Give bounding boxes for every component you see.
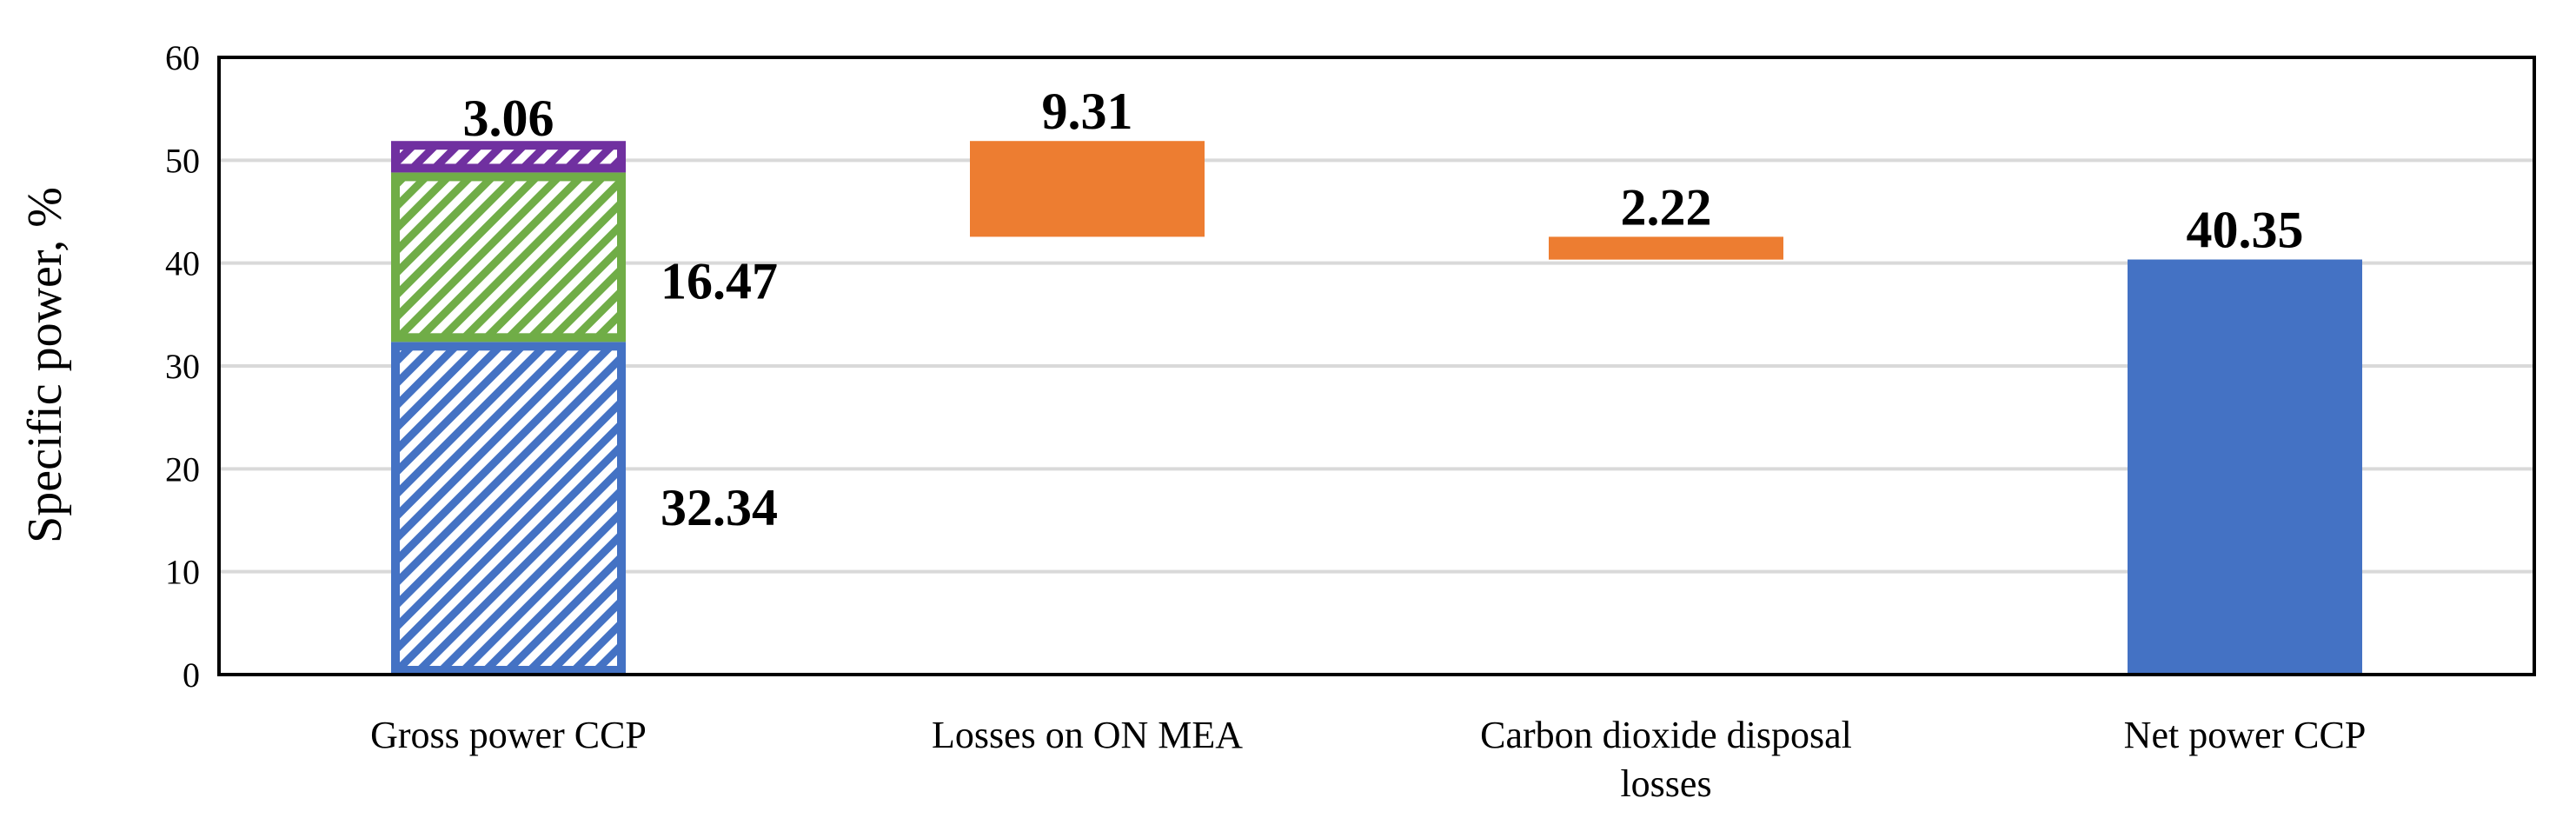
bar-segment [391,342,626,675]
y-tick-labels: 0 10 20 30 40 50 60 [165,38,200,695]
data-label: 2.22 [1621,178,1712,236]
y-tick-label: 60 [165,38,200,77]
category-labels: Gross power CCP Losses on ON MEA Carbon di… [370,714,2366,805]
y-tick-label: 30 [165,347,200,386]
y-axis-label: Specific power, % [18,187,72,543]
data-labels: 32.34 16.47 3.06 9.31 2.22 40.35 [463,83,2304,536]
category-label: losses [1620,762,1711,805]
y-tick-label: 20 [165,449,200,489]
category-label: Net power CCP [2124,714,2367,756]
bar [2128,259,2362,675]
data-label: 32.34 [661,479,778,536]
bar-segment [391,141,626,173]
bar-segment [391,172,626,343]
data-label: 3.06 [463,90,554,147]
category-label: Gross power CCP [370,714,647,756]
data-label: 40.35 [2187,202,2304,259]
y-tick-label: 40 [165,244,200,283]
bar [970,141,1205,237]
category-label: Carbon dioxide disposal [1480,714,1852,756]
bar [1549,236,1783,260]
y-tick-label: 0 [183,655,200,695]
y-tick-label: 10 [165,553,200,592]
bars [391,141,2362,675]
data-label: 16.47 [661,252,778,309]
y-tick-label: 50 [165,141,200,180]
plot-frame [217,56,2536,676]
data-label: 9.31 [1042,83,1133,140]
category-label: Losses on ON MEA [932,714,1243,756]
